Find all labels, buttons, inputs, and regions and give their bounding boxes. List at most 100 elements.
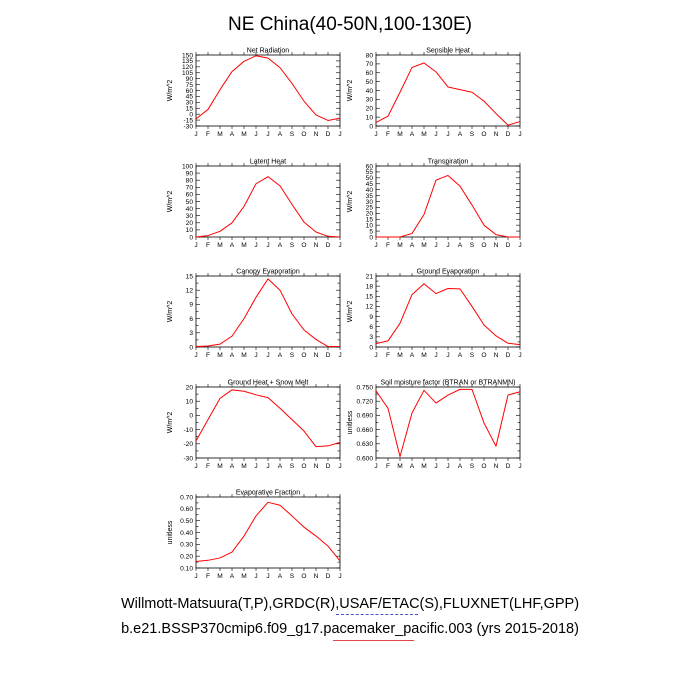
x-tick-label: J xyxy=(446,242,449,249)
x-tick-label: J xyxy=(266,242,269,249)
y-tick-label: 55 xyxy=(366,169,374,176)
y-tick-label: 0.30 xyxy=(180,542,193,549)
x-tick-label: O xyxy=(481,463,486,470)
chart-title: Soil moisture factor (BTRAN or BTRANMN) xyxy=(381,380,516,387)
series-line xyxy=(375,283,521,346)
plot-frame xyxy=(375,165,521,238)
y-tick-label: 30 xyxy=(366,199,374,206)
y-tick-label: 5 xyxy=(369,228,373,235)
y-tick-label: 20 xyxy=(186,384,194,391)
x-tick-label: M xyxy=(241,131,247,138)
y-axis-label: W/m^2 xyxy=(167,80,174,102)
x-tick-label: N xyxy=(494,131,499,138)
x-tick-label: M xyxy=(421,463,427,470)
x-tick-label: D xyxy=(326,131,331,138)
x-tick-label: D xyxy=(506,131,511,138)
x-tick-label: O xyxy=(301,463,306,470)
x-tick-label: J xyxy=(194,242,197,249)
y-tick-label: 60 xyxy=(186,88,194,95)
x-tick-label: S xyxy=(470,242,475,249)
y-axis-label: W/m^2 xyxy=(167,301,174,323)
y-tick-label: 0 xyxy=(369,234,373,241)
x-tick-label: F xyxy=(386,131,390,138)
x-tick-label: A xyxy=(410,352,415,359)
x-tick-label: J xyxy=(374,131,377,138)
x-tick-label: D xyxy=(326,573,331,580)
x-tick-label: M xyxy=(397,131,403,138)
y-axis-label: unitless xyxy=(167,520,174,544)
x-tick-label: O xyxy=(481,131,486,138)
x-tick-label: S xyxy=(290,242,295,249)
x-tick-label: J xyxy=(254,463,257,470)
chart-title: Ground Evaporation xyxy=(417,269,480,276)
x-tick-label: M xyxy=(217,131,223,138)
y-tick-label: -30 xyxy=(183,455,193,462)
x-tick-label: S xyxy=(470,463,475,470)
y-tick-label: 15 xyxy=(186,106,194,113)
x-tick-label: J xyxy=(374,242,377,249)
x-tick-label: J xyxy=(338,131,341,138)
x-tick-label: D xyxy=(326,352,331,359)
y-tick-label: 80 xyxy=(366,52,374,59)
x-tick-label: J xyxy=(338,573,341,580)
x-tick-label: N xyxy=(494,352,499,359)
series-line xyxy=(195,278,340,348)
y-axis-label: unitless xyxy=(347,410,354,434)
x-tick-label: F xyxy=(206,573,210,580)
plot-frame xyxy=(195,496,341,569)
y-tick-label: 3 xyxy=(189,330,193,337)
plot-frame xyxy=(375,386,521,459)
series-line xyxy=(195,389,341,448)
x-tick-label: N xyxy=(314,463,319,470)
y-tick-label: 90 xyxy=(186,76,194,83)
x-tick-label: J xyxy=(194,573,197,580)
y-tick-label: 60 xyxy=(366,70,374,77)
series-line xyxy=(375,388,521,458)
y-tick-label: 3 xyxy=(369,334,373,341)
y-tick-label: 50 xyxy=(366,79,374,86)
x-tick-label: S xyxy=(290,463,295,470)
x-tick-label: F xyxy=(386,242,390,249)
x-tick-label: F xyxy=(206,242,210,249)
y-tick-label: 12 xyxy=(186,288,194,295)
y-tick-label: 0 xyxy=(369,123,373,130)
chart-title: Ground Heat + Snow Melt xyxy=(228,380,309,387)
x-tick-label: J xyxy=(434,463,437,470)
x-tick-label: M xyxy=(421,131,427,138)
y-tick-label: -20 xyxy=(183,441,193,448)
x-tick-label: A xyxy=(278,573,283,580)
x-tick-label: D xyxy=(326,242,331,249)
caption-case: b.e21.BSSP370cmip6.f09_g17.pacemaker_pac… xyxy=(121,621,579,637)
y-tick-label: 45 xyxy=(366,181,374,188)
x-tick-label: D xyxy=(506,352,511,359)
y-axis-label: W/m^2 xyxy=(347,80,354,102)
y-tick-label: 45 xyxy=(186,94,194,101)
x-tick-label: J xyxy=(518,131,521,138)
y-tick-label: 21 xyxy=(366,273,374,280)
series-line xyxy=(376,174,520,238)
x-tick-label: A xyxy=(458,463,463,470)
x-tick-label: M xyxy=(421,242,427,249)
x-tick-label: J xyxy=(446,463,449,470)
x-tick-label: N xyxy=(314,573,319,580)
x-tick-label: J xyxy=(434,242,437,249)
x-tick-label: O xyxy=(301,131,306,138)
y-axis-label: W/m^2 xyxy=(347,191,354,213)
y-tick-label: 30 xyxy=(186,213,194,220)
x-tick-label: A xyxy=(230,573,235,580)
y-tick-label: 0.40 xyxy=(180,530,193,537)
x-tick-label: S xyxy=(290,352,295,359)
y-tick-label: 10 xyxy=(186,227,194,234)
y-tick-label: 0 xyxy=(189,413,193,420)
x-tick-label: J xyxy=(266,573,269,580)
x-tick-label: J xyxy=(194,352,197,359)
y-axis-label: W/m^2 xyxy=(347,301,354,323)
y-tick-label: 0.750 xyxy=(356,384,373,391)
y-tick-label: 0.720 xyxy=(356,399,373,406)
